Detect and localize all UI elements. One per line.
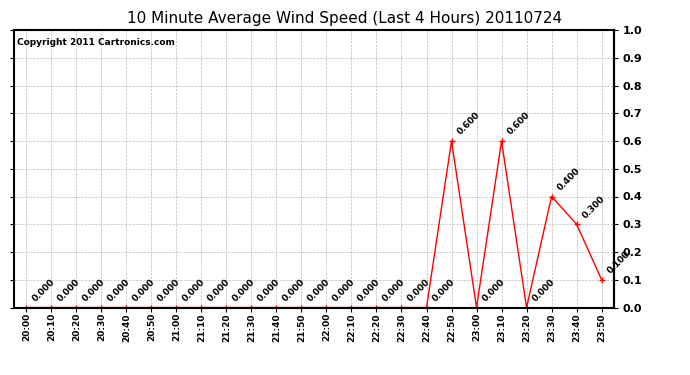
Text: 0.600: 0.600 [506,111,532,137]
Text: 0.400: 0.400 [555,166,582,192]
Text: 0.100: 0.100 [606,249,632,276]
Text: 0.000: 0.000 [230,277,257,303]
Text: 0.000: 0.000 [206,277,232,303]
Text: 0.000: 0.000 [30,277,57,303]
Text: 0.000: 0.000 [481,277,506,303]
Text: 0.000: 0.000 [531,277,557,303]
Text: Copyright 2011 Cartronics.com: Copyright 2011 Cartronics.com [17,38,175,47]
Text: 0.600: 0.600 [455,111,482,137]
Text: 0.000: 0.000 [281,277,306,303]
Text: 0.000: 0.000 [431,277,457,303]
Text: 0.000: 0.000 [331,277,357,303]
Text: 10 Minute Average Wind Speed (Last 4 Hours) 20110724: 10 Minute Average Wind Speed (Last 4 Hou… [128,11,562,26]
Text: 0.300: 0.300 [581,194,607,220]
Text: 0.000: 0.000 [181,277,206,303]
Text: 0.000: 0.000 [255,277,282,303]
Text: 0.000: 0.000 [381,277,406,303]
Text: 0.000: 0.000 [130,277,157,303]
Text: 0.000: 0.000 [306,277,332,303]
Text: 0.000: 0.000 [106,277,132,303]
Text: 0.000: 0.000 [406,277,432,303]
Text: 0.000: 0.000 [55,277,81,303]
Text: 0.000: 0.000 [355,277,382,303]
Text: 0.000: 0.000 [81,277,106,303]
Text: 0.000: 0.000 [155,277,181,303]
